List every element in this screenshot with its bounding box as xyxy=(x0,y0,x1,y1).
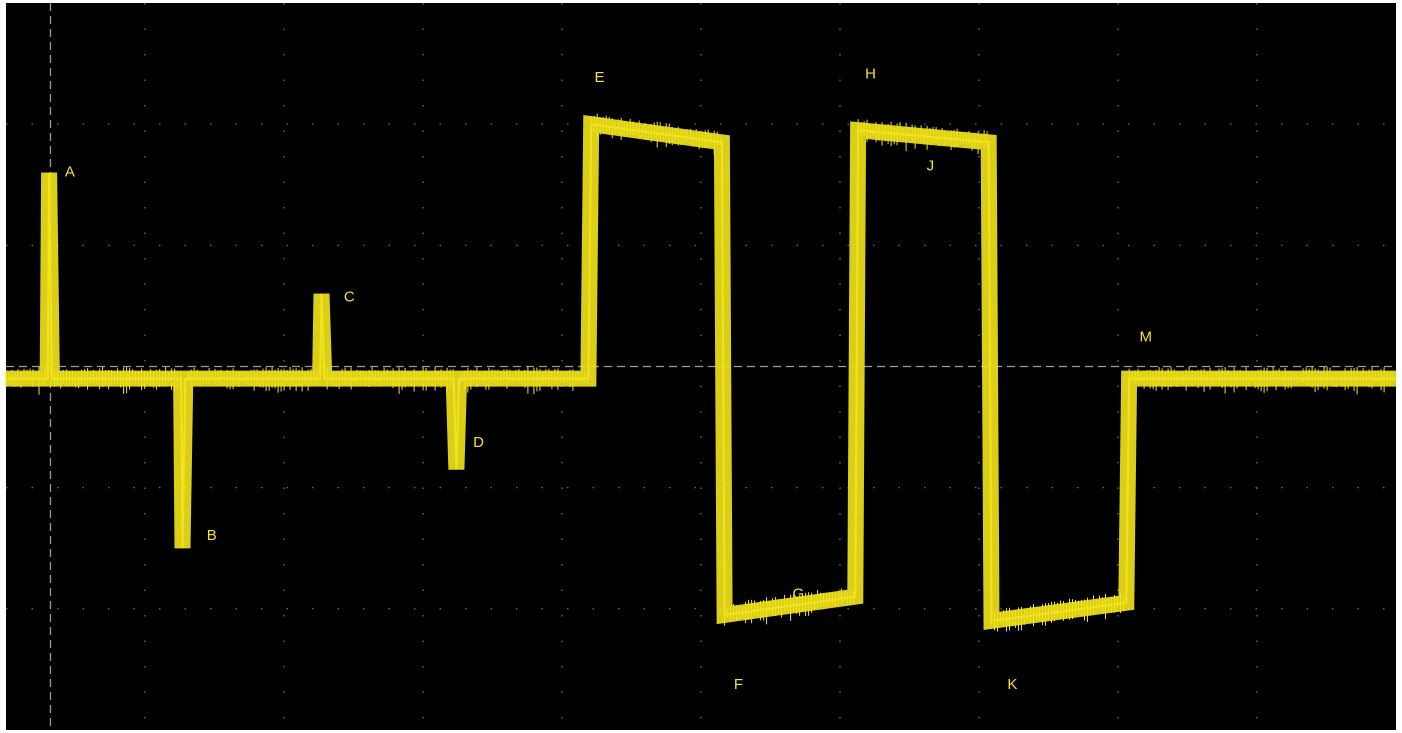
marker-label-g: G xyxy=(792,585,804,602)
trace-layer xyxy=(5,113,1396,632)
marker-labels: A B C D E F G H J K M xyxy=(65,65,1152,693)
marker-label-e: E xyxy=(594,69,604,86)
marker-label-h: H xyxy=(865,65,876,82)
marker-label-f: F xyxy=(734,676,743,693)
marker-label-d: D xyxy=(473,434,484,451)
grid xyxy=(6,3,1396,730)
marker-label-b: B xyxy=(207,527,217,544)
marker-label-k: K xyxy=(1007,676,1017,693)
trace-noise-0 xyxy=(5,113,1394,632)
marker-label-c: C xyxy=(344,288,355,305)
marker-label-j: J xyxy=(927,158,935,175)
marker-label-m: M xyxy=(1140,328,1153,345)
marker-label-a: A xyxy=(65,164,75,181)
